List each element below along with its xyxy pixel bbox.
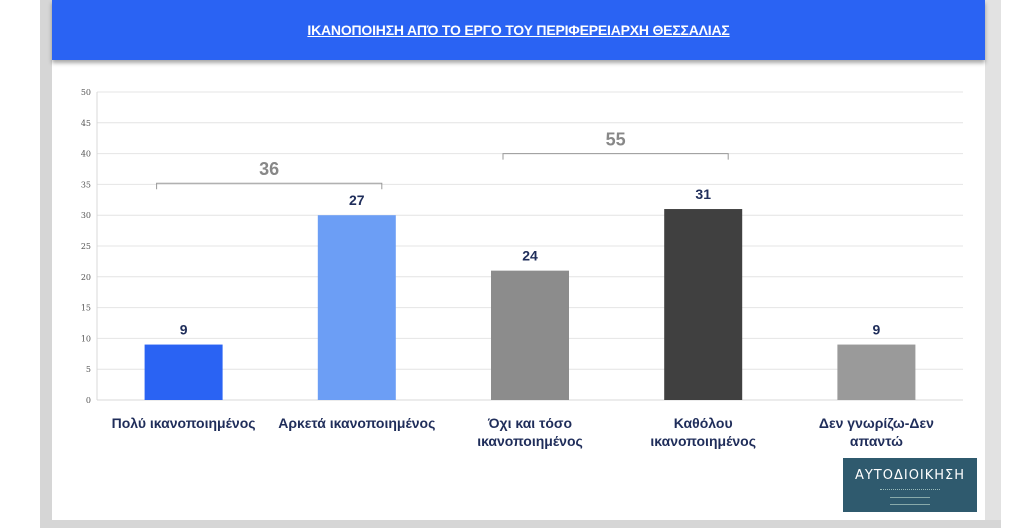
bar <box>664 209 743 400</box>
y-tick-label: 50 <box>81 88 91 97</box>
logo-text: ΑΥΤΟΔΙΟΙΚΗΣΗ <box>854 468 966 483</box>
y-tick-label: 40 <box>81 150 91 159</box>
right-border <box>985 0 1001 528</box>
category-label: Καθόλου <box>674 415 733 431</box>
bottom-border <box>40 520 1001 528</box>
bar <box>491 270 569 400</box>
y-tick-label: 10 <box>81 334 91 343</box>
category-label: Αρκετά ικανοποιημένος <box>278 415 435 431</box>
category-label: Πολύ ικανοποιημένος <box>112 415 256 431</box>
logo: ΑΥΤΟΔΙΟΙΚΗΣΗ <box>843 458 977 512</box>
data-label: 24 <box>522 248 538 264</box>
chart-title: ΙΚΑΝΟΠΟΙΗΣΗ ΑΠΌ ΤΟ ΕΡΓΟ ΤΟΥ ΠΕΡΙΦΕΡΕΙΑΡΧ… <box>307 22 730 38</box>
category-label: ικανοποιημένος <box>650 433 756 449</box>
slide: ΙΚΑΝΟΠΟΙΗΣΗ ΑΠΌ ΤΟ ΕΡΓΟ ΤΟΥ ΠΕΡΙΦΕΡΕΙΑΡΧ… <box>52 0 985 520</box>
group-total-label: 55 <box>606 130 626 150</box>
data-label: 31 <box>695 186 711 202</box>
group-total-label: 36 <box>259 159 279 179</box>
group-bracket <box>502 153 729 160</box>
category-label: Δεν γνωρίζω-Δεν <box>819 415 934 431</box>
category-label: Όχι και τόσο <box>487 415 572 431</box>
y-tick-label: 0 <box>86 396 91 405</box>
y-tick-label: 30 <box>81 211 91 220</box>
y-tick-label: 35 <box>81 180 91 189</box>
category-label: απαντώ <box>850 433 903 449</box>
data-label: 27 <box>349 192 365 208</box>
y-tick-label: 15 <box>81 304 91 313</box>
bar <box>144 344 223 400</box>
bar-chart: 0 5 10 15 20 25 30 35 40 45 50 9 Πολύ ικανοποιημένος… <box>81 88 963 449</box>
left-border <box>40 0 52 528</box>
group-bracket <box>156 182 383 190</box>
y-tick-label: 45 <box>81 119 91 128</box>
data-label: 9 <box>180 322 188 338</box>
data-label: 9 <box>873 322 881 338</box>
y-tick-label: 25 <box>81 242 91 251</box>
slide-header: ΙΚΑΝΟΠΟΙΗΣΗ ΑΠΌ ΤΟ ΕΡΓΟ ΤΟΥ ΠΕΡΙΦΕΡΕΙΑΡΧ… <box>52 0 985 60</box>
bar <box>317 215 396 400</box>
bar <box>837 344 916 400</box>
y-tick-label: 20 <box>81 273 91 282</box>
category-label: ικανοποιημένος <box>477 433 583 449</box>
y-tick-label: 5 <box>86 365 91 374</box>
